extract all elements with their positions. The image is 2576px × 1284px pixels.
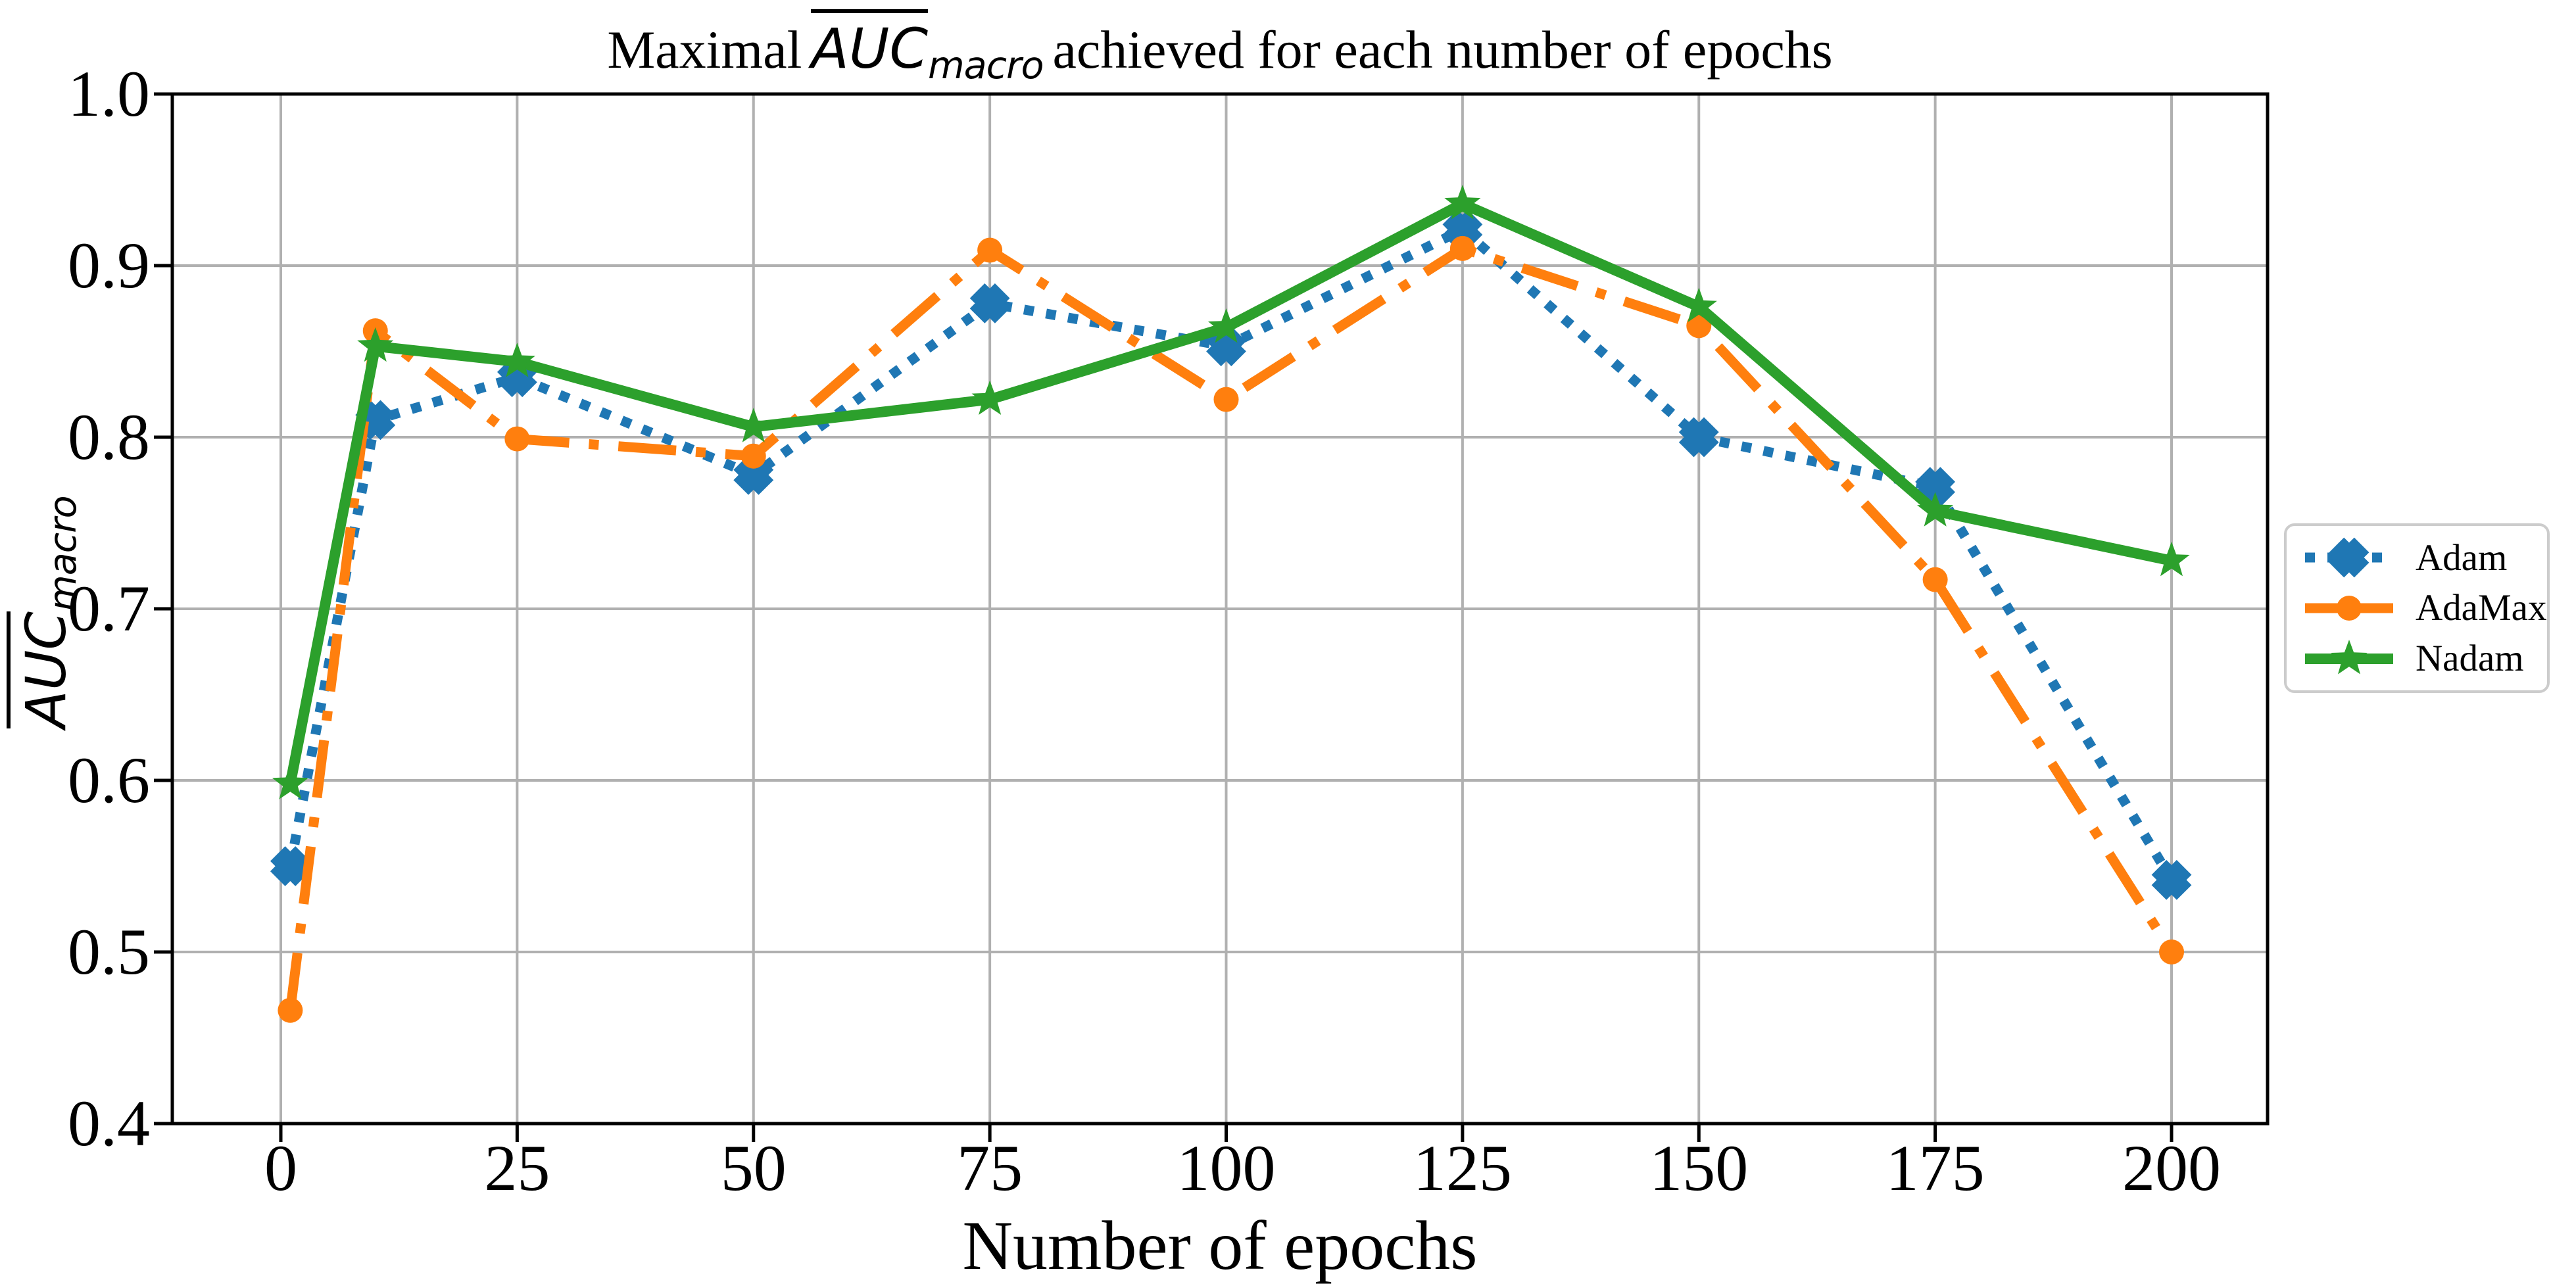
tick-marks bbox=[154, 92, 2174, 1142]
marker-adam-epoch-125 bbox=[1442, 209, 1483, 250]
legend-label-nadam: Nadam bbox=[2416, 638, 2524, 680]
marker-adam-epoch-1 bbox=[270, 846, 310, 886]
legend-marker-nadam bbox=[2331, 639, 2368, 675]
marker-adamax-epoch-1 bbox=[278, 997, 303, 1023]
marker-adam-epoch-150 bbox=[1678, 417, 1719, 458]
line-nadam bbox=[285, 199, 2173, 785]
marker-nadam-epoch-50 bbox=[735, 408, 772, 442]
marker-adam-epoch-100 bbox=[1206, 326, 1246, 367]
x-axis-label: Number of epochs bbox=[962, 1207, 1478, 1284]
marker-adamax-epoch-25 bbox=[504, 426, 530, 452]
legend-sample-nadam bbox=[2305, 639, 2393, 675]
y-tick-label-0.4: 0.4 bbox=[68, 1087, 150, 1160]
x-tick-label-175: 175 bbox=[1886, 1131, 1985, 1204]
y-tick-label-0.6: 0.6 bbox=[68, 744, 150, 817]
marker-adamax-epoch-50 bbox=[741, 443, 766, 469]
y-tick-label-0.8: 0.8 bbox=[68, 400, 150, 473]
marker-adam-epoch-200 bbox=[2151, 860, 2192, 900]
chart-title: Maximal AUCmacro achieved for each number … bbox=[172, 9, 2268, 87]
x-tick-label-200: 200 bbox=[2122, 1131, 2221, 1204]
y-tick-label-0.5: 0.5 bbox=[68, 915, 150, 988]
marker-nadam-epoch-150 bbox=[1680, 287, 1717, 323]
tick-labels: 0 25 50 75 100 125 150 175 200 0.4 0.5 0.6 0.7 0.8 0.9… bbox=[68, 57, 2221, 1204]
legend-item-adamax: AdaMax bbox=[2300, 586, 2547, 630]
line-adamax bbox=[285, 243, 2176, 1011]
marker-nadam-epoch-1 bbox=[272, 765, 308, 799]
title-auc-overline: AUC bbox=[811, 9, 929, 78]
x-tick-label-100: 100 bbox=[1177, 1131, 1276, 1204]
marker-adam-epoch-75 bbox=[969, 283, 1010, 323]
legend-label-adamax: AdaMax bbox=[2416, 587, 2547, 629]
legend-box: Adam AdaMax Nadam bbox=[2284, 523, 2550, 693]
marker-nadam-epoch-10 bbox=[357, 327, 394, 362]
title-auc-subscript: macro bbox=[928, 43, 1044, 87]
x-tick-label-75: 75 bbox=[957, 1131, 1023, 1204]
marker-adamax-epoch-75 bbox=[977, 237, 1003, 263]
marker-nadam-epoch-100 bbox=[1207, 308, 1245, 343]
marker-nadam-epoch-200 bbox=[2153, 541, 2190, 577]
marker-adam-epoch-50 bbox=[733, 455, 774, 495]
x-tick-label-150: 150 bbox=[1649, 1131, 1748, 1204]
x-tick-label-25: 25 bbox=[484, 1131, 550, 1204]
x-tick-label-50: 50 bbox=[721, 1131, 787, 1204]
legend-marker-adamax bbox=[2337, 595, 2362, 621]
ylabel-auc-subscript: macro bbox=[41, 496, 85, 611]
data-series bbox=[270, 185, 2192, 1023]
ylabel-auc-overline: AUC bbox=[7, 611, 78, 728]
legend-item-adam: Adam bbox=[2300, 536, 2547, 579]
y-tick-label-0.7: 0.7 bbox=[68, 572, 150, 645]
legend-marker-adam bbox=[2329, 537, 2369, 578]
legend-label-adam: Adam bbox=[2416, 536, 2508, 579]
marker-adamax-epoch-125 bbox=[1449, 235, 1475, 261]
marker-nadam-epoch-125 bbox=[1444, 185, 1481, 220]
marker-adamax-epoch-200 bbox=[2159, 939, 2184, 964]
title-text-after: achieved for each number of epochs bbox=[1052, 20, 1833, 80]
marker-adamax-epoch-150 bbox=[1686, 313, 1712, 339]
y-tick-label-0.9: 0.9 bbox=[68, 229, 150, 302]
y-axis-label: AUCmacro bbox=[7, 448, 85, 776]
marker-nadam-epoch-175 bbox=[1917, 492, 1954, 527]
title-text-before: Maximal bbox=[607, 20, 802, 80]
marker-adamax-epoch-100 bbox=[1213, 387, 1239, 412]
legend-sample-adamax bbox=[2305, 595, 2393, 621]
ylabel-math-auc-macro: AUCmacro bbox=[7, 496, 85, 728]
marker-adamax-epoch-175 bbox=[1922, 567, 1948, 592]
x-tick-label-0: 0 bbox=[264, 1131, 297, 1204]
legend-sample-adam bbox=[2305, 537, 2393, 578]
marker-nadam-epoch-25 bbox=[498, 343, 535, 377]
title-math-auc-macro: AUCmacro bbox=[811, 9, 1044, 87]
legend-item-nadam: Nadam bbox=[2300, 637, 2547, 680]
y-tick-label-1: 1.0 bbox=[68, 57, 150, 130]
marker-nadam-epoch-75 bbox=[971, 380, 1008, 415]
x-tick-label-125: 125 bbox=[1413, 1131, 1512, 1204]
